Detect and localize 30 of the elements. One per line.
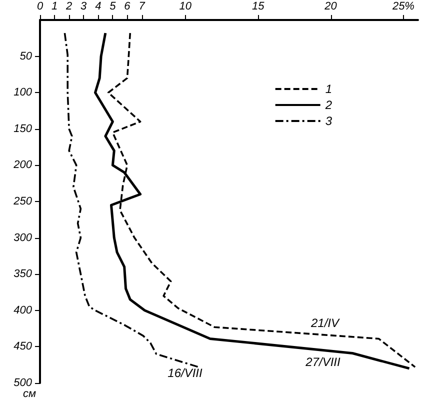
x-tick-label: 20 xyxy=(324,0,338,12)
x-tick-label: 5 xyxy=(110,0,117,12)
y-tick-label: 500 xyxy=(14,377,33,389)
x-tick-label: 15 xyxy=(252,0,266,12)
y-tick-label: 150 xyxy=(14,122,33,135)
y-tick-label: 100 xyxy=(14,86,33,99)
x-tick-label: 3 xyxy=(80,0,88,12)
x-tick-label: 4 xyxy=(95,0,102,12)
legend-label: 2 xyxy=(324,98,332,112)
x-tick-label: 10 xyxy=(179,0,192,12)
x-tick-label: 1 xyxy=(51,0,58,12)
y-axis-title: см xyxy=(22,388,36,400)
x-tick-label: 25% xyxy=(391,0,415,12)
y-tick-label: 300 xyxy=(14,232,33,244)
x-tick-label: 2 xyxy=(65,0,72,12)
legend-label: 1 xyxy=(325,82,332,96)
y-tick-label: 350 xyxy=(14,268,33,280)
x-tick-label: 7 xyxy=(138,0,146,12)
y-tick-label: 450 xyxy=(14,340,33,353)
line-series xyxy=(64,32,200,368)
annotation: 16/VIII xyxy=(168,366,204,380)
x-tick-label: 6 xyxy=(124,0,132,12)
legend-label: 3 xyxy=(325,114,332,128)
y-tick-label: 200 xyxy=(12,159,33,172)
x-tick-label: 0 xyxy=(36,0,44,12)
annotation: 27/VIII xyxy=(304,355,342,369)
y-tick-label: 250 xyxy=(12,196,33,208)
annotation: 21/IV xyxy=(310,316,340,330)
y-tick-label: 50 xyxy=(20,50,33,62)
y-tick-label: 400 xyxy=(14,304,33,316)
